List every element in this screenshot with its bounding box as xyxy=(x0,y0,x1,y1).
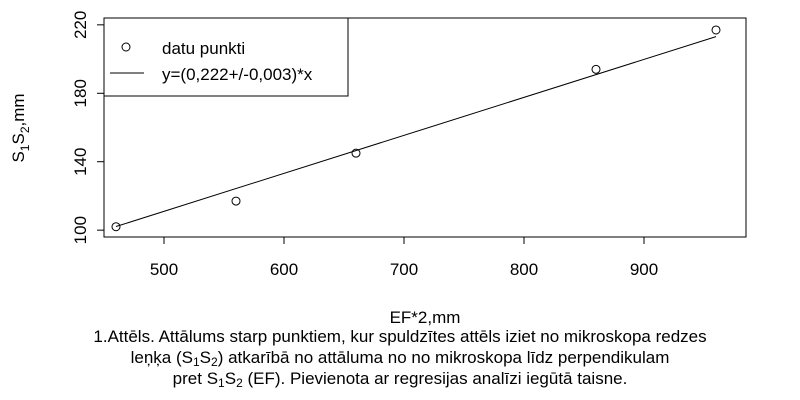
regression-line xyxy=(115,36,717,228)
y-tick-label: 140 xyxy=(71,148,90,176)
y-axis-label: S1S2,mm xyxy=(9,93,32,162)
x-tick-label: 900 xyxy=(630,260,658,279)
data-point xyxy=(591,64,601,74)
y-tick-label: 100 xyxy=(71,216,90,244)
legend: datu punkti y=(0,222+/-0,003)*x xyxy=(103,17,349,97)
y-axis: 100 140 180 220 xyxy=(71,11,105,244)
data-point xyxy=(231,196,241,206)
regression-line-layer xyxy=(115,36,717,228)
x-tick-label: 800 xyxy=(510,260,538,279)
legend-label-fit: y=(0,222+/-0,003)*x xyxy=(162,65,313,84)
x-tick-label: 500 xyxy=(150,260,178,279)
y-tick-label: 220 xyxy=(71,11,90,39)
data-point xyxy=(351,148,361,158)
y-tick-label: 180 xyxy=(71,79,90,107)
figure-caption: 1.Attēls. Attālums starp punktiem, kur s… xyxy=(0,326,800,389)
caption-line-1: 1.Attēls. Attālums starp punktiem, kur s… xyxy=(93,327,707,346)
x-axis: 500 600 700 800 900 xyxy=(150,236,658,279)
legend-label-points: datu punkti xyxy=(162,39,245,58)
caption-line-3: pret S1S2 (EF). Pievienota ar regresijas… xyxy=(172,369,628,390)
x-axis-label: EF*2,mm xyxy=(390,308,461,326)
data-points-layer xyxy=(111,25,721,232)
caption-line-2: leņķa (S1S2) atkarībā no attāluma no no … xyxy=(130,348,670,369)
legend-box xyxy=(103,17,349,97)
data-point xyxy=(111,222,121,232)
scatter-chart: 500 600 700 800 900 100 140 180 220 datu punkti… xyxy=(9,11,747,326)
x-tick-label: 700 xyxy=(390,260,418,279)
legend-point-symbol xyxy=(121,42,131,52)
data-point xyxy=(711,25,721,35)
x-tick-label: 600 xyxy=(270,260,298,279)
